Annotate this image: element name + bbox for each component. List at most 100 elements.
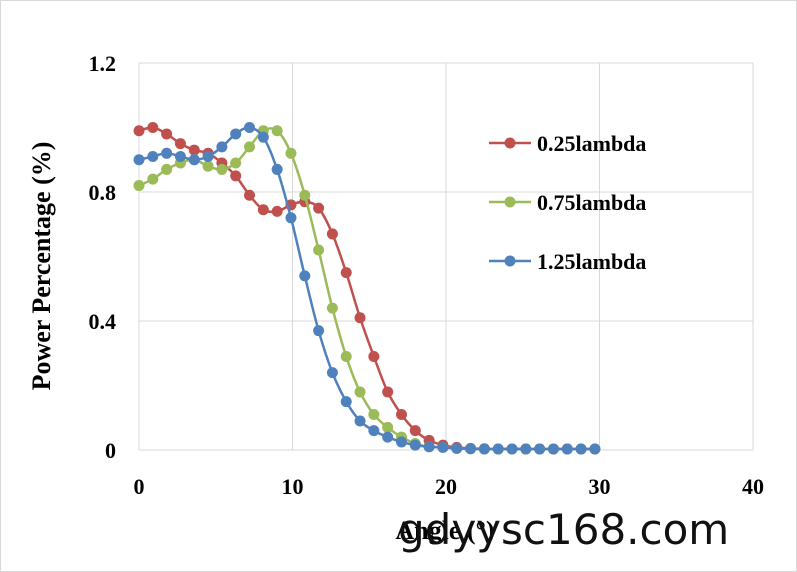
data-point [230,128,242,140]
data-point [299,270,311,282]
data-point [202,151,214,163]
x-tick-label: 0 [134,474,145,499]
data-point [188,144,200,156]
legend-marker [504,255,516,267]
data-point [202,160,214,172]
y-axis-title: Power Percentage (%) [27,142,56,391]
data-point [409,439,421,451]
data-point [133,154,145,166]
x-tick-label: 20 [435,474,457,499]
data-point [395,409,407,421]
series-line [138,127,595,451]
data-point [271,163,283,175]
x-tick-labels: 0 10 20 30 40 [134,474,765,499]
data-point [382,421,394,433]
data-point [313,244,325,256]
data-point [271,125,283,137]
x-axis-title: Angle (°) [395,516,494,545]
legend-item: 1.25lambda [489,249,646,274]
watermark-text: gdyysc168.com [398,505,730,554]
data-point [340,267,352,279]
data-point [506,443,518,455]
data-point [326,367,338,379]
legend-label: 0.25lambda [537,131,646,156]
data-point [354,312,366,324]
legend-label: 1.25lambda [537,249,646,274]
data-point [547,443,559,455]
legend-label: 0.75lambda [537,190,646,215]
data-point [326,228,338,240]
data-point [395,436,407,448]
legend-item: 0.25lambda [489,131,646,156]
data-point [133,180,145,192]
y-tick-label: 0 [105,438,116,463]
data-point [230,170,242,182]
data-point [368,350,380,362]
data-point [478,443,490,455]
data-point [423,441,435,453]
data-point [174,151,186,163]
legend: 0.25lambda 0.75lambda 1.25lambda [489,131,646,274]
data-point [368,425,380,437]
data-point [368,409,380,421]
data-point [465,443,477,455]
data-point [133,125,145,137]
data-point [257,204,269,216]
x-tick-label: 30 [589,474,611,499]
data-point [382,386,394,398]
legend-marker [504,137,516,149]
gridlines [138,62,754,451]
data-point [561,443,573,455]
data-point [257,131,269,143]
data-point [216,141,228,153]
series-line [138,126,595,451]
data-point [244,141,256,153]
data-point [575,443,587,455]
data-point [285,147,297,159]
data-point [147,122,159,133]
data-point [174,138,186,150]
y-tick-label: 0.4 [89,309,117,334]
y-tick-label: 0.8 [89,180,117,205]
data-point [271,205,283,217]
y-tick-label: 1.2 [89,51,117,76]
series-lines [133,122,601,455]
data-point [409,425,421,437]
data-point [147,173,159,185]
data-point [437,441,449,453]
data-point [354,415,366,427]
data-point [244,122,256,133]
data-point [230,157,242,169]
legend-item: 0.75lambda [489,190,646,215]
data-point [285,212,297,224]
data-point [451,442,463,454]
x-tick-label: 40 [742,474,764,499]
data-point [313,325,325,337]
x-tick-label: 10 [282,474,304,499]
data-point [299,189,311,201]
data-point [354,386,366,398]
series-1.25lambda [133,122,601,455]
data-point [340,396,352,408]
data-point [161,147,173,159]
data-point [492,443,504,455]
data-point [313,202,325,214]
data-point [216,163,228,175]
data-point [534,443,546,455]
data-point [589,443,601,455]
data-point [340,350,352,362]
data-point [188,154,200,166]
data-point [244,189,256,201]
data-point [147,151,159,163]
data-point [161,163,173,175]
data-point [161,128,173,140]
data-point [520,443,532,455]
series-0.75lambda [133,125,601,455]
y-tick-labels: 0 0.4 0.8 1.2 [89,51,117,463]
data-point [382,431,394,443]
data-point [326,302,338,314]
series-line [138,126,595,451]
legend-marker [504,196,516,208]
